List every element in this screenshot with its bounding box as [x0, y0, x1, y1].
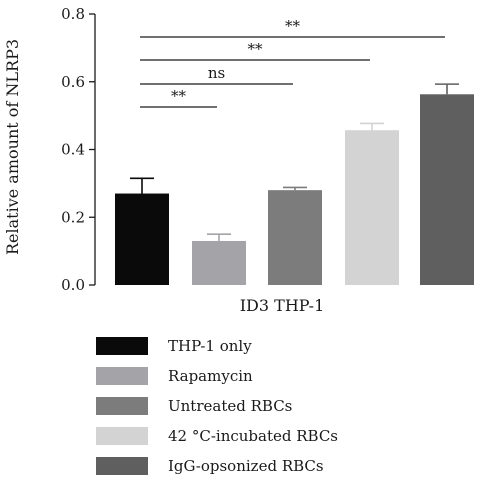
significance-label: ns	[208, 64, 225, 82]
y-ticks: 0.0 0.2 0.4 0.6 0.8	[61, 5, 95, 294]
significance-label: **	[248, 40, 264, 58]
legend-item: Rapamycin	[96, 366, 253, 386]
x-group-label: ID3 THP-1	[240, 296, 325, 315]
legend-item: IgG-opsonized RBCs	[96, 456, 324, 476]
legend-label: Untreated RBCs	[168, 397, 293, 415]
legend-item: THP-1 only	[96, 336, 252, 356]
significance-label: **	[285, 17, 301, 35]
legend-label: 42 °C-incubated RBCs	[168, 427, 339, 445]
legend-swatch	[96, 337, 148, 355]
bars	[115, 83, 474, 285]
legend-swatch	[96, 367, 148, 385]
bar	[420, 94, 474, 285]
legend-swatch	[96, 427, 148, 445]
y-tick-label: 0.0	[61, 276, 85, 294]
legend-item: Untreated RBCs	[96, 396, 292, 416]
legend-label: IgG-opsonized RBCs	[168, 457, 324, 475]
significance-label: **	[171, 87, 187, 105]
legend-swatch	[96, 457, 148, 475]
bar	[115, 193, 169, 285]
y-tick-label: 0.6	[61, 73, 85, 91]
bar	[345, 130, 399, 285]
significance-brackets: ** ** ns **	[140, 17, 445, 108]
bar-chart: Relative amount of NLRP3 0.0 0.2 0.4 0.6 0.8…	[3, 5, 474, 315]
legend-swatch	[96, 397, 148, 415]
y-tick-label: 0.8	[61, 5, 85, 23]
bar	[268, 190, 322, 285]
y-tick-label: 0.4	[61, 141, 85, 159]
legend-label: Rapamycin	[168, 367, 253, 385]
legend-label: THP-1 only	[168, 337, 252, 355]
legend-item: 42 °C-incubated RBCs	[96, 426, 338, 446]
y-tick-label: 0.2	[61, 208, 85, 226]
y-axis-label: Relative amount of NLRP3	[3, 39, 22, 255]
bar	[192, 240, 246, 285]
